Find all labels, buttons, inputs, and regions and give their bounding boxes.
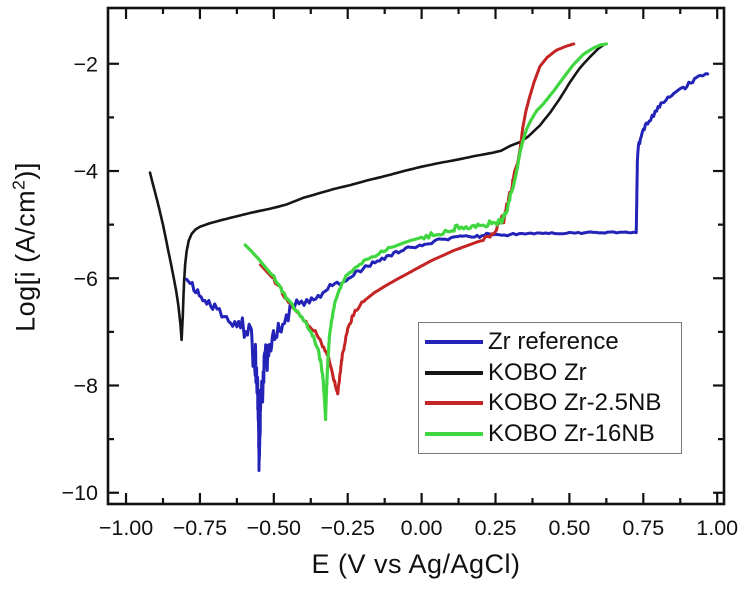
- y-tick-label: −10: [62, 481, 99, 505]
- y-tick-label: −6: [73, 267, 98, 291]
- x-tick-label: 0.75: [622, 516, 664, 540]
- y-axis-label-close: )]: [10, 162, 41, 180]
- x-tick-label: 0.50: [548, 516, 590, 540]
- axis-frame: [106, 6, 726, 506]
- x-tick-label: 0.00: [401, 516, 443, 540]
- y-tick-label: −4: [73, 160, 98, 184]
- legend-label: Zr reference: [488, 327, 619, 355]
- x-tick-label: −0.75: [173, 516, 227, 540]
- legend-line-swatch: [425, 401, 483, 406]
- legend-label: KOBO Zr-2.5NB: [488, 389, 662, 417]
- y-axis-label: Log[i (A/cm2)]: [9, 162, 42, 332]
- series-curve-kobo-zr-2-5nb: [259, 42, 576, 396]
- legend-item: Zr reference: [419, 327, 681, 357]
- y-tick-label: −8: [73, 374, 98, 398]
- x-tick-label: 1.00: [696, 516, 738, 540]
- legend-line-swatch: [425, 370, 483, 375]
- y-axis-label-superscript: 2: [8, 179, 29, 190]
- x-tick-label: 0.25: [475, 516, 517, 540]
- legend-box: Zr reference KOBO Zr KOBO Zr-2.5NB KOBO Zr-…: [418, 322, 682, 454]
- x-tick-label: −1.00: [99, 516, 153, 540]
- y-tick-label: −2: [73, 52, 98, 76]
- x-tick-label: −0.25: [321, 516, 375, 540]
- legend-label: KOBO Zr: [488, 358, 587, 386]
- series-curve-zr-reference: [185, 72, 710, 472]
- legend-item: KOBO Zr: [419, 358, 681, 388]
- series-curve-kobo-zr: [148, 43, 606, 342]
- legend-item: KOBO Zr-16NB: [419, 419, 681, 449]
- y-axis-label-text: Log[i (A/cm: [10, 189, 41, 332]
- legend-item: KOBO Zr-2.5NB: [419, 388, 681, 418]
- x-axis-label: E (V vs Ag/AgCl): [311, 549, 521, 579]
- legend-line-swatch: [425, 339, 483, 344]
- legend-label: KOBO Zr-16NB: [488, 420, 655, 448]
- legend-line-swatch: [425, 432, 483, 437]
- series-curve-kobo-zr-16nb: [243, 42, 609, 421]
- x-tick-label: −0.50: [247, 516, 301, 540]
